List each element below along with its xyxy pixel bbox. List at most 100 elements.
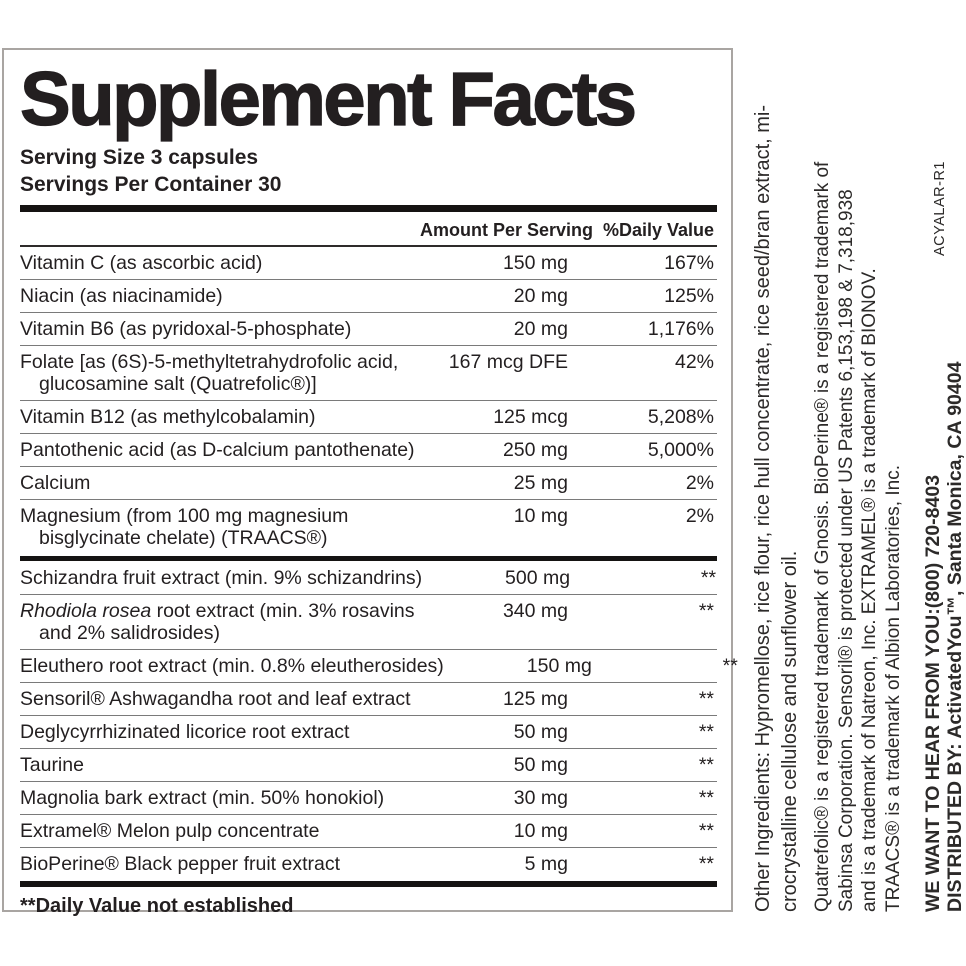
other-ingredients-line: Other Ingredients: Hypromellose, rice fl…	[752, 104, 774, 912]
table-row: Taurine 50 mg **	[20, 748, 717, 781]
table-section-vitamins: Vitamin C (as ascorbic acid) 150 mg 167%…	[20, 247, 717, 554]
ingredient-amount: 5 mg	[524, 853, 568, 875]
ingredient-name-line2: bisglycinate chelate) (TRAACS®)	[39, 527, 328, 549]
ingredient-name: Eleuthero root extract (min. 0.8% eleuth…	[20, 655, 444, 677]
table-row: Magnesium (from 100 mg magnesium bisglyc…	[20, 499, 717, 554]
ingredient-name-text: Taurine	[20, 754, 84, 776]
ingredient-daily-value: **	[698, 820, 714, 842]
ingredient-name-text: Niacin (as niacinamide)	[20, 285, 223, 307]
ingredient-amount: 150 mg	[502, 252, 568, 274]
ingredient-name-text: Vitamin B6 (as pyridoxal-5-phosphate)	[20, 318, 352, 340]
ingredient-daily-value: 5,000%	[647, 439, 714, 461]
trademark-line: and is a trademark of Natreon, Inc. EXTR…	[859, 268, 880, 912]
ingredient-amount: 20 mg	[513, 285, 568, 307]
ingredient-name: Deglycyrrhizinated licorice root extract	[20, 721, 420, 743]
ingredient-daily-value: **	[698, 853, 714, 875]
ingredient-daily-value: **	[698, 600, 714, 622]
ingredient-name-italic: Rhodiola rosea	[20, 600, 152, 622]
table-row: Deglycyrrhizinated licorice root extract…	[20, 715, 717, 748]
table-row: Pantothenic acid (as D-calcium pantothen…	[20, 433, 717, 466]
table-row: Magnolia bark extract (min. 50% honokiol…	[20, 781, 717, 814]
ingredient-amount: 150 mg	[526, 655, 592, 677]
ingredient-name-line2: glucosamine salt (Quatrefolic®)]	[39, 373, 317, 395]
ingredient-amount: 10 mg	[513, 505, 568, 527]
ingredient-name: Taurine	[20, 754, 420, 776]
divider-thick-top	[20, 205, 717, 212]
product-code-rotated: ACYALAR-R1	[932, 161, 948, 256]
ingredient-name-text: Pantothenic acid (as D-calcium pantothen…	[20, 439, 415, 461]
ingredient-name: Folate [as (6S)-5-methyltetrahydrofolic …	[20, 351, 420, 395]
ingredient-amount: 50 mg	[513, 754, 568, 776]
table-row: Vitamin B12 (as methylcobalamin) 125 mcg…	[20, 400, 717, 433]
ingredient-amount: 500 mg	[505, 567, 571, 589]
table-row: Niacin (as niacinamide) 20 mg 125%	[20, 279, 717, 312]
ingredient-name-text: Deglycyrrhizinated licorice root extract	[20, 721, 350, 743]
ingredient-name: Rhodiola rosea root extract (min. 3% ros…	[20, 600, 420, 644]
ingredient-name: Vitamin B6 (as pyridoxal-5-phosphate)	[20, 318, 420, 340]
table-row: Vitamin C (as ascorbic acid) 150 mg 167%	[20, 247, 717, 279]
ingredient-name-text: root extract (min. 3% rosavins	[151, 600, 415, 622]
ingredient-daily-value: **	[722, 655, 738, 677]
ingredient-amount: 30 mg	[513, 787, 568, 809]
table-section-botanicals: Schizandra fruit extract (min. 9% schiza…	[20, 562, 738, 880]
ingredient-amount: 10 mg	[513, 820, 568, 842]
col-header-daily-value: %Daily Value	[602, 220, 714, 240]
ingredient-amount: 250 mg	[502, 439, 568, 461]
ingredient-name: Calcium	[20, 472, 420, 494]
ingredient-name: Schizandra fruit extract (min. 9% schiza…	[20, 567, 422, 589]
other-ingredients-note: Other Ingredients: Hypromellose, rice fl…	[750, 48, 804, 912]
trademark-line: TRAACS® is a trademark of Albion Laborat…	[882, 465, 904, 912]
ingredient-name-text: Calcium	[20, 472, 91, 494]
ingredient-name: Niacin (as niacinamide)	[20, 285, 420, 307]
serving-info: Serving Size 3 capsules Servings Per Con…	[20, 144, 717, 198]
panel-title: Supplement Facts	[19, 57, 637, 142]
table-row: Vitamin B6 (as pyridoxal-5-phosphate) 20…	[20, 312, 717, 345]
ingredient-amount: 167 mcg DFE	[448, 351, 568, 373]
ingredient-name: Vitamin C (as ascorbic acid)	[20, 252, 420, 274]
ingredient-name-text: Extramel® Melon pulp concentrate	[20, 820, 320, 842]
ingredient-name-text: Folate [as (6S)-5-methyltetrahydrofolic …	[20, 351, 399, 373]
supplement-facts-panel: Supplement Facts Serving Size 3 capsules…	[2, 48, 738, 917]
trademark-line: Sabinsa Corporation. Sensoril® is protec…	[835, 189, 857, 912]
ingredient-daily-value: 5,208%	[647, 406, 714, 428]
table-row: Extramel® Melon pulp concentrate 10 mg *…	[20, 814, 717, 847]
table-header-row: Amount Per Serving %Daily Value	[20, 212, 717, 247]
ingredient-daily-value: 2%	[685, 472, 714, 494]
table-row: Calcium 25 mg 2%	[20, 466, 717, 499]
ingredient-name: Magnolia bark extract (min. 50% honokiol…	[20, 787, 420, 809]
ingredient-name: Magnesium (from 100 mg magnesium bisglyc…	[20, 505, 420, 549]
ingredient-name: Vitamin B12 (as methylcobalamin)	[20, 406, 420, 428]
ingredient-name: Extramel® Melon pulp concentrate	[20, 820, 420, 842]
servings-per-container: Servings Per Container 30	[20, 173, 282, 196]
ingredient-name-text: Vitamin B12 (as methylcobalamin)	[20, 406, 316, 428]
ingredient-daily-value: **	[700, 567, 717, 589]
ingredient-daily-value: 2%	[685, 505, 714, 527]
other-ingredients-line: crocrystalline cellulose and sunflower o…	[779, 550, 801, 912]
table-row: Schizandra fruit extract (min. 9% schiza…	[20, 562, 717, 594]
ingredient-name: Pantothenic acid (as D-calcium pantothen…	[20, 439, 420, 461]
serving-size: Serving Size 3 capsules	[20, 146, 259, 169]
trademark-note: Quatrefolic® is a registered trademark o…	[811, 48, 905, 912]
table-row: BioPerine® Black pepper fruit extract 5 …	[20, 847, 717, 880]
daily-value-footnote: **Daily Value not established	[20, 895, 294, 917]
table-row: Sensoril® Ashwagandha root and leaf extr…	[20, 682, 717, 715]
ingredient-daily-value: 125%	[664, 285, 714, 307]
col-header-amount-per-serving: Amount Per Serving	[420, 220, 594, 240]
ingredient-daily-value: **	[698, 721, 714, 743]
ingredient-name-line2: and 2% salidrosides)	[39, 622, 221, 644]
ingredient-amount: 20 mg	[513, 318, 568, 340]
ingredient-name-text: Eleuthero root extract (min. 0.8% eleuth…	[20, 655, 444, 677]
ingredient-name-text: Sensoril® Ashwagandha root and leaf extr…	[20, 688, 411, 710]
ingredient-name-text: Magnolia bark extract (min. 50% honokiol…	[20, 787, 385, 809]
ingredient-name-text: Magnesium (from 100 mg magnesium	[20, 505, 349, 527]
divider-group	[20, 556, 717, 561]
ingredient-daily-value: **	[698, 787, 714, 809]
ingredient-name-text: Vitamin C (as ascorbic acid)	[20, 252, 263, 274]
divider-thick-bottom	[20, 881, 717, 887]
table-row: Eleuthero root extract (min. 0.8% eleuth…	[20, 649, 738, 682]
ingredient-daily-value: 1,176%	[647, 318, 714, 340]
ingredient-amount: 25 mg	[513, 472, 568, 494]
ingredient-name-text: Schizandra fruit extract (min. 9% schiza…	[20, 567, 423, 589]
ingredient-daily-value: **	[698, 688, 714, 710]
